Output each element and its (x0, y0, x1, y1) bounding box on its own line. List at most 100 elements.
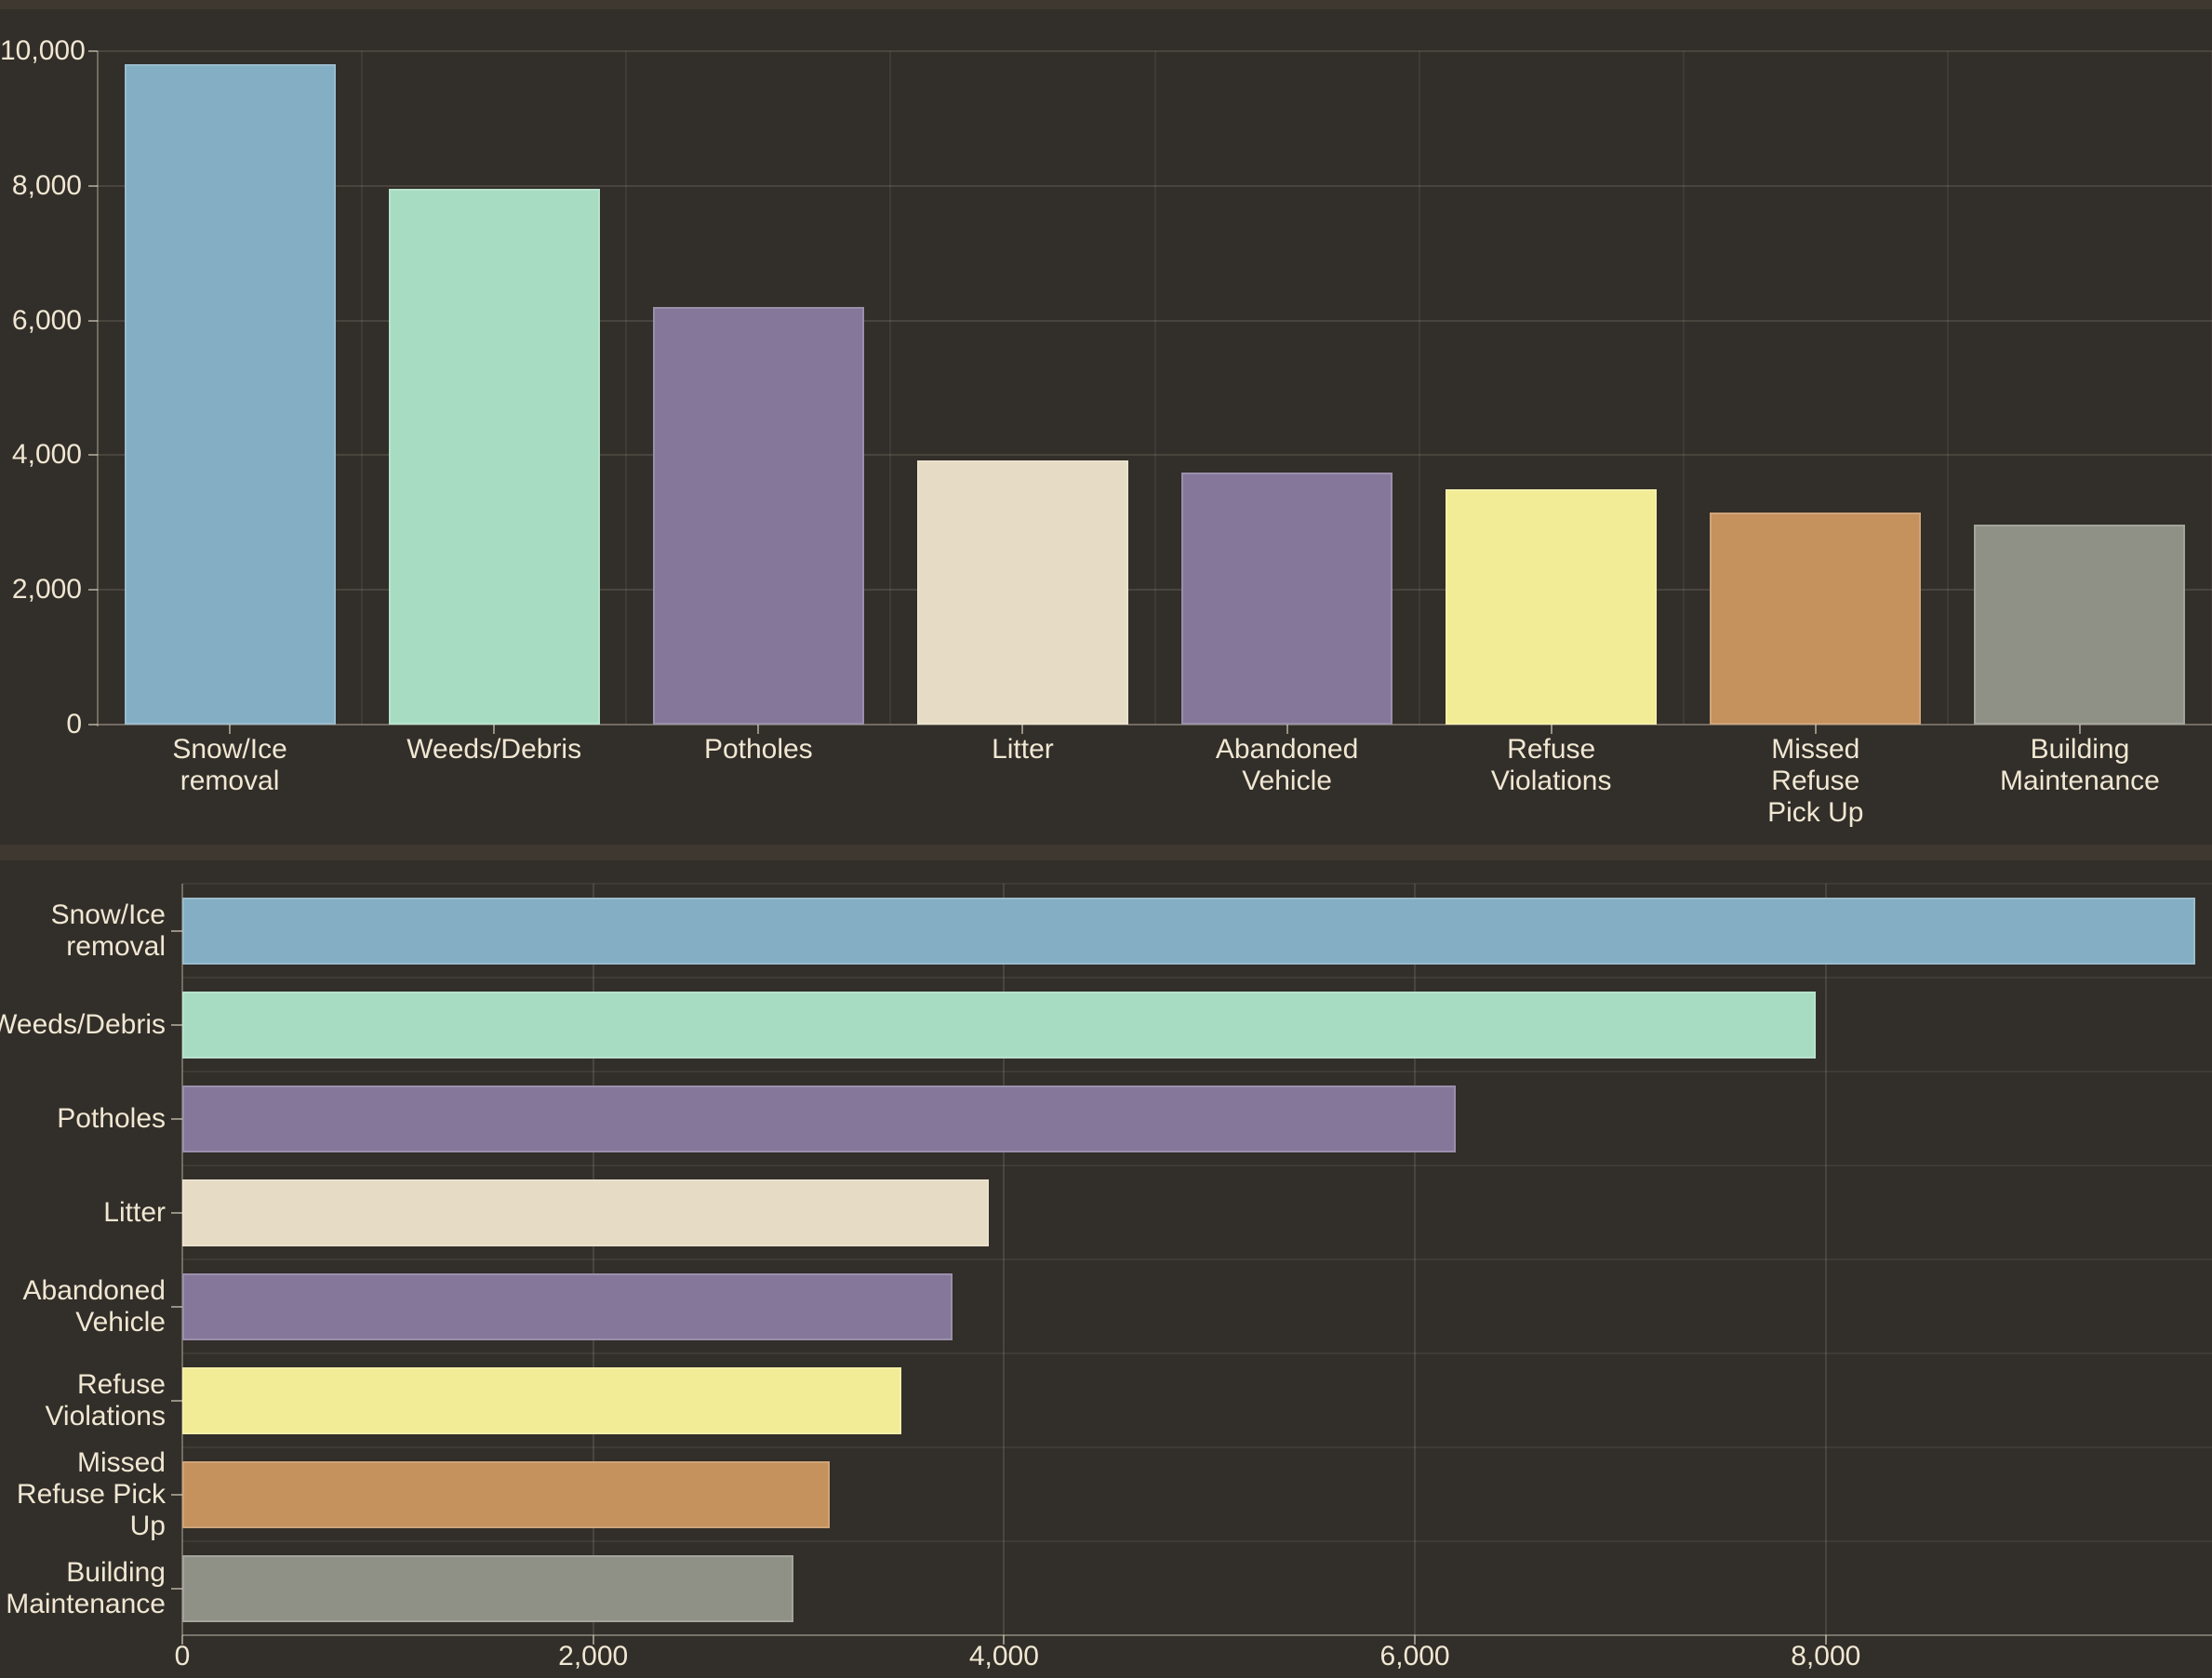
category-tick (171, 1305, 182, 1308)
top-panel-edge (0, 0, 2212, 9)
category-label-line: Building (2030, 734, 2130, 765)
category-label-line: Snow/Ice (172, 734, 287, 765)
bar-refuse-violations[interactable] (182, 1366, 901, 1434)
bar-refuse-violations[interactable] (1446, 488, 1658, 725)
bar-abandoned-vehicle[interactable] (1181, 472, 1393, 725)
category-tick (171, 1493, 182, 1496)
band-gridline (1153, 51, 1156, 725)
category-tick (171, 1587, 182, 1590)
x-axis-tick (493, 725, 496, 734)
bar-missed-refuse-pick-up[interactable] (182, 1460, 830, 1528)
y-axis-tick (88, 454, 98, 457)
band-gridline (1682, 51, 1685, 725)
x-axis-tick (757, 725, 760, 734)
category-label-line: Refuse (76, 1368, 166, 1400)
category-label-line: removal (180, 766, 280, 796)
category-tick (171, 1117, 182, 1120)
band-gridline (182, 1540, 2212, 1542)
x-axis-tick (1286, 725, 1288, 734)
category-label-litter: Litter (890, 734, 1154, 766)
y-axis-tick-label: 10,000 (0, 35, 86, 66)
y-axis-tick (88, 724, 98, 726)
bar-weeds-debris[interactable] (388, 189, 600, 725)
x-axis-tick (1814, 725, 1817, 734)
band-gridline (182, 977, 2212, 979)
category-label-line: Litter (103, 1196, 166, 1228)
x-axis-tick-label: 2,000 (558, 1641, 629, 1671)
category-label-snow-ice-removal: Snow/Ice removal (0, 884, 166, 978)
y-axis-tick-label: 4,000 (11, 439, 82, 471)
x-axis-tick (229, 725, 232, 734)
y-gridline-6000 (98, 319, 2212, 322)
category-label-potholes: Potholes (0, 1072, 166, 1165)
panel-divider (0, 845, 2212, 860)
band-gridline (889, 51, 892, 725)
category-label-missed-refuse-pick-up: Missed Refuse Pick Up (0, 1447, 166, 1541)
band-gridline (625, 51, 628, 725)
x-axis-tick-label: 4,000 (968, 1641, 1039, 1671)
category-label-line: Missed (1771, 734, 1860, 765)
bar-building-maintenance[interactable] (182, 1554, 794, 1622)
band-gridline (182, 1165, 2212, 1166)
bar-missed-refuse-pick-up[interactable] (1710, 512, 1922, 725)
category-label-line: Violations (45, 1400, 166, 1432)
category-label-line: Refuse (1771, 766, 1860, 796)
x-axis-tick (2078, 725, 2081, 734)
band-gridline (1418, 51, 1420, 725)
category-label-line: Weeds/Debris (406, 734, 582, 765)
bar-potholes[interactable] (182, 1085, 1457, 1152)
x-axis-tick (1021, 725, 1024, 734)
bar-building-maintenance[interactable] (1974, 524, 2186, 725)
category-label-line: Maintenance (6, 1588, 166, 1619)
bar-snow-ice-removal[interactable] (182, 897, 2196, 965)
bar-litter[interactable] (182, 1179, 989, 1246)
band-gridline (182, 1446, 2212, 1448)
bar-snow-ice-removal[interactable] (124, 64, 336, 725)
y-gridline-8000 (98, 184, 2212, 187)
y-axis-tick (88, 50, 98, 52)
bar-weeds-debris[interactable] (182, 991, 1816, 1059)
bar-litter[interactable] (916, 459, 1128, 725)
x-axis-tick-label: 8,000 (1791, 1641, 1861, 1671)
category-label-building-maintenance: Building Maintenance (0, 1541, 166, 1635)
category-label-line: Violations (1490, 766, 1612, 796)
band-gridline (361, 51, 364, 725)
y-axis-tick (88, 184, 98, 187)
x-gridline-6000 (1414, 884, 1417, 1635)
category-label-line: Potholes (57, 1102, 166, 1134)
category-label-line: Refuse Pick (16, 1478, 166, 1510)
y-axis-tick-label: 8,000 (11, 169, 82, 201)
category-label-line: Litter (992, 734, 1054, 765)
category-label-line: Maintenance (2000, 766, 2160, 796)
bar-chart-panel: 0 2,000 4,000 6,000 8,000 Snow/Ice removal Weed… (0, 860, 2212, 1678)
category-label-snow-ice-removal: Snow/Ice removal (98, 734, 362, 797)
x-axis-tick (181, 1635, 183, 1645)
band-gridline (1946, 51, 1949, 725)
x-axis-tick-label: 6,000 (1379, 1641, 1450, 1671)
y-axis-tick-label: 0 (66, 709, 82, 739)
bar-potholes[interactable] (652, 307, 864, 725)
category-label-line: Refuse (1507, 734, 1596, 765)
band-gridline (182, 1634, 2212, 1636)
category-label-line: Vehicle (1242, 766, 1332, 796)
category-label-weeds-debris: Weeds/Debris (0, 978, 166, 1072)
category-label-abandoned-vehicle: Abandoned Vehicle (1155, 734, 1419, 797)
category-label-line: Missed (76, 1446, 166, 1478)
category-label-line: Weeds/Debris (0, 1008, 166, 1040)
category-label-line: Abandoned (1215, 734, 1359, 765)
y-gridline-0 (98, 724, 2212, 726)
y-axis-line (97, 51, 99, 726)
category-label-refuse-violations: Refuse Violations (1419, 734, 1684, 797)
band-gridline (182, 1071, 2212, 1072)
x-gridline-4000 (1003, 884, 1006, 1635)
band-gridline (182, 1352, 2212, 1354)
band-gridline (182, 1258, 2212, 1260)
category-label-abandoned-vehicle: Abandoned Vehicle (0, 1259, 167, 1353)
x-axis-tick (1414, 1635, 1417, 1645)
band-gridline (182, 883, 2212, 885)
bar-abandoned-vehicle[interactable] (182, 1272, 953, 1340)
category-tick (171, 1023, 182, 1026)
category-label-potholes: Potholes (626, 734, 890, 766)
y-gridline-4000 (98, 454, 2212, 457)
